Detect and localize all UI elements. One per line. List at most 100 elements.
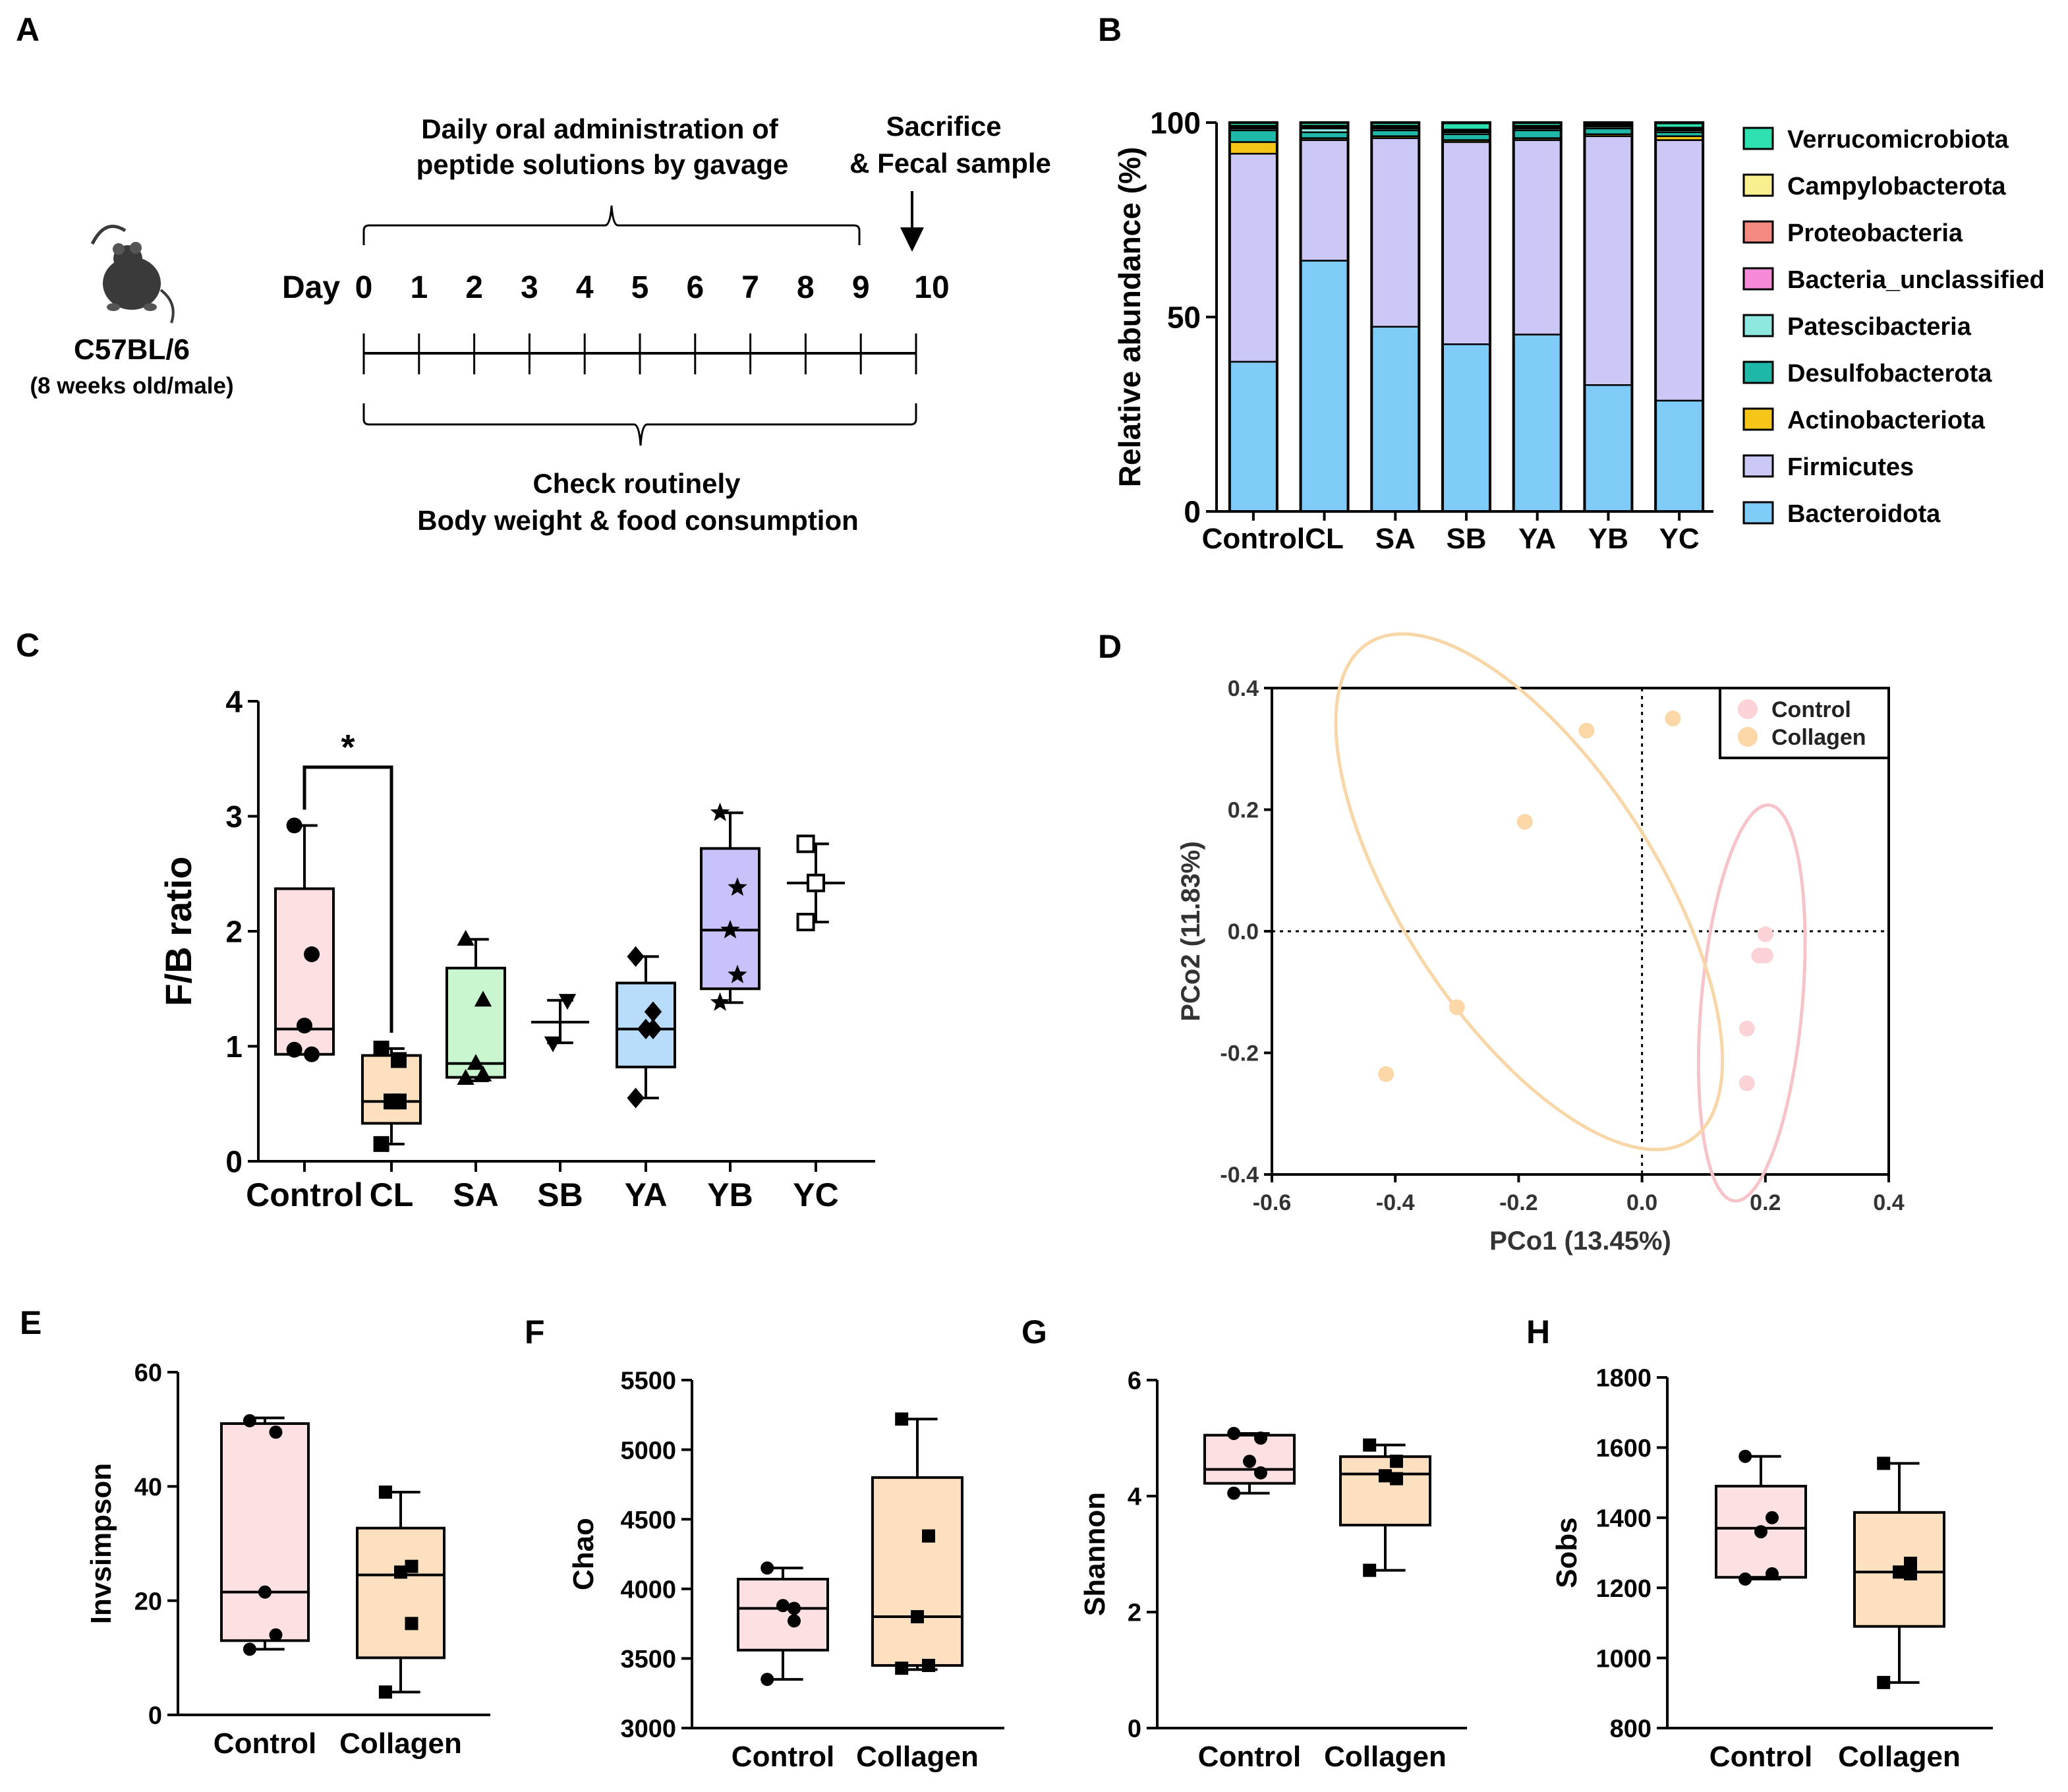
invsimpson-boxplot: 0 20 40 60 Invsimpson Control Collagen bbox=[85, 1360, 490, 1760]
data-point bbox=[788, 1614, 801, 1628]
y-tick-label: 40 bbox=[134, 1474, 162, 1501]
y-tick-label: 1800 bbox=[1595, 1365, 1652, 1393]
bar-segment bbox=[1584, 384, 1633, 513]
legend-label: Bacteria_unclassified bbox=[1787, 266, 2045, 294]
data-point bbox=[286, 1041, 302, 1058]
data-point bbox=[1665, 710, 1681, 727]
legend-label: Patescibacteria bbox=[1787, 313, 1972, 341]
data-point bbox=[258, 1585, 272, 1599]
bar-segment bbox=[1300, 139, 1349, 262]
data-point bbox=[405, 1559, 418, 1573]
sacrifice-arrow bbox=[900, 191, 924, 252]
bar-segment bbox=[1512, 139, 1562, 335]
data-point bbox=[1363, 1438, 1377, 1452]
data-point bbox=[710, 992, 730, 1011]
day-number: 10 bbox=[914, 270, 949, 305]
significance-bracket bbox=[302, 765, 393, 1033]
legend-swatch bbox=[1742, 173, 1774, 197]
panel-e-letter: E bbox=[20, 1304, 42, 1341]
legend-swatch bbox=[1742, 314, 1774, 337]
data-point bbox=[1877, 1457, 1891, 1470]
x-tick-label: Collagen bbox=[1838, 1741, 1961, 1773]
panel-c-letter: C bbox=[16, 627, 40, 664]
data-point bbox=[1254, 1466, 1267, 1480]
data-point bbox=[1578, 722, 1595, 739]
data-point bbox=[243, 1642, 256, 1656]
panel-a-letter: A bbox=[16, 11, 40, 48]
x-tick-label: Control bbox=[214, 1727, 316, 1760]
bar-segment bbox=[1654, 122, 1704, 129]
x-tick-label: Control bbox=[1202, 523, 1305, 555]
y-tick-label: 20 bbox=[134, 1588, 162, 1615]
x-tick-label: Control bbox=[1709, 1741, 1812, 1773]
mouse-description: (8 weeks old/male) bbox=[30, 373, 233, 399]
y-tick-label: 6 bbox=[1128, 1368, 1141, 1395]
data-point bbox=[1379, 1469, 1392, 1483]
x-tick-label: YA bbox=[1518, 523, 1556, 555]
y-tick-label: 1400 bbox=[1595, 1505, 1652, 1532]
data-point bbox=[1254, 1431, 1267, 1445]
day-number: 3 bbox=[521, 270, 538, 305]
mouse-icon bbox=[90, 224, 175, 324]
data-point bbox=[922, 1658, 935, 1672]
legend-label: Collagen bbox=[1771, 725, 1866, 750]
data-point bbox=[286, 817, 302, 834]
x-tick-label: SA bbox=[1375, 523, 1416, 555]
bar-segment bbox=[1228, 141, 1278, 155]
bar-segment bbox=[1371, 137, 1420, 328]
data-point bbox=[911, 1610, 924, 1624]
legend-swatch bbox=[1742, 454, 1774, 478]
y-tick-label: 0 bbox=[225, 1145, 243, 1179]
pcoa-scatter: -0.6 -0.4 -0.2 0.0 0.2 0.4-0.4-0.20.00.20.4PC… bbox=[1176, 632, 1905, 1256]
bar-segment bbox=[1584, 127, 1633, 135]
data-point bbox=[1754, 1525, 1767, 1539]
data-point bbox=[1757, 947, 1773, 964]
bar-segment bbox=[1441, 343, 1491, 513]
day-number: 4 bbox=[576, 270, 594, 305]
data-point bbox=[1738, 1572, 1752, 1586]
data-point bbox=[373, 1136, 389, 1152]
panel-b-letter: B bbox=[1098, 11, 1122, 48]
legend-label: Control bbox=[1771, 697, 1851, 722]
data-point bbox=[1766, 1511, 1779, 1524]
data-point bbox=[467, 1054, 485, 1070]
y-tick-label: 0 bbox=[1184, 495, 1201, 529]
bar-segment bbox=[1228, 129, 1278, 143]
data-point bbox=[243, 1414, 256, 1428]
data-point bbox=[474, 1065, 492, 1082]
data-point bbox=[1449, 999, 1465, 1016]
legend-swatch bbox=[1742, 220, 1774, 244]
x-tick-label: CL bbox=[1305, 523, 1344, 555]
legend-swatch bbox=[1742, 407, 1774, 431]
bar-segment bbox=[1228, 361, 1278, 513]
day-number: 7 bbox=[741, 270, 759, 305]
panel-h: H 800 1000 1200 1400 1600 1800 Sobs Control Coll… bbox=[1526, 1314, 1993, 1773]
data-point bbox=[1877, 1675, 1891, 1689]
data-point bbox=[1904, 1556, 1917, 1570]
timeline-ticks bbox=[362, 333, 917, 374]
y-tick-label: 2 bbox=[225, 915, 243, 949]
x-tick-label: Control bbox=[732, 1741, 834, 1773]
panel-h-letter: H bbox=[1526, 1314, 1550, 1350]
y-tick-label: 3500 bbox=[620, 1646, 676, 1673]
day-number: 1 bbox=[410, 270, 428, 305]
y-tick-label: 0.2 bbox=[1228, 798, 1259, 823]
data-point bbox=[627, 1087, 645, 1109]
bar-segment bbox=[1512, 129, 1562, 139]
box bbox=[220, 1422, 310, 1642]
bar-segment bbox=[1371, 129, 1420, 137]
y-tick-label: 4 bbox=[1128, 1484, 1141, 1511]
data-point bbox=[1738, 1449, 1752, 1463]
y-tick-label: 3 bbox=[225, 799, 243, 834]
x-tick-label: Collagen bbox=[856, 1741, 979, 1773]
x-tick-label: -0.6 bbox=[1253, 1190, 1292, 1215]
legend-label: Firmicutes bbox=[1787, 453, 1914, 481]
data-point bbox=[1904, 1567, 1917, 1580]
day-number: 5 bbox=[631, 270, 649, 305]
data-point bbox=[720, 919, 740, 939]
day-label: Day bbox=[282, 270, 340, 305]
bar-segment bbox=[1512, 333, 1562, 513]
data-point bbox=[1390, 1472, 1403, 1486]
data-point bbox=[405, 1617, 418, 1631]
